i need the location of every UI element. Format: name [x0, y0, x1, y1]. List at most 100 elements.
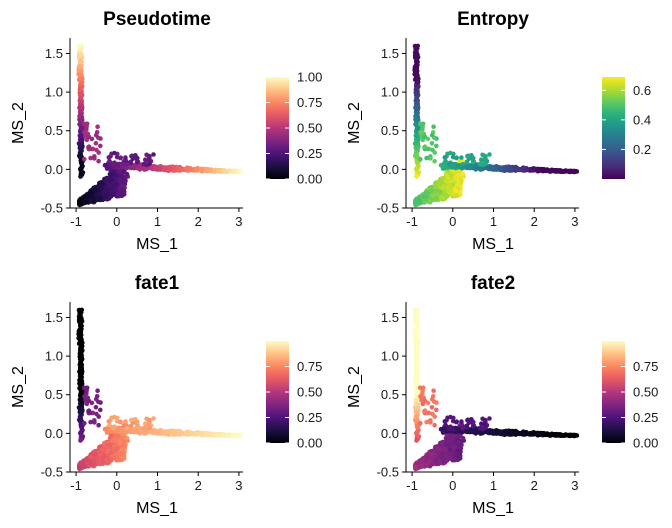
- cell-point: [86, 134, 92, 140]
- cell-point: [112, 150, 117, 156]
- cell-point: [98, 195, 103, 200]
- cell-point: [78, 344, 84, 350]
- cell-point: [115, 163, 121, 168]
- cell-point: [451, 163, 457, 168]
- cell-point: [185, 167, 191, 172]
- cell-point: [78, 438, 83, 443]
- panel-title: fate1: [135, 273, 180, 294]
- cell-point: [96, 150, 101, 155]
- cell-point: [113, 172, 118, 178]
- cell-point: [78, 355, 83, 361]
- cell-point: [438, 189, 443, 195]
- x-tick-label: 0: [113, 214, 120, 229]
- cell-point: [111, 183, 117, 188]
- panel-pseudotime: Pseudotime -0.50.00.51.01.5 -1 0 1 2 3 MS_1 …: [10, 9, 322, 253]
- cell-point: [86, 144, 92, 149]
- cell-point: [96, 158, 101, 164]
- cell-point: [238, 433, 244, 438]
- cell-point: [414, 58, 419, 63]
- cell-point: [97, 184, 102, 190]
- cell-point: [107, 158, 112, 164]
- cell-point: [102, 453, 107, 459]
- cell-point: [414, 153, 419, 158]
- x-tick-label: 2: [195, 478, 202, 493]
- cell-point: [77, 113, 82, 119]
- x-tick-label: 3: [235, 478, 242, 493]
- cell-point: [432, 158, 437, 164]
- cell-point: [445, 174, 451, 180]
- cell-point: [117, 451, 123, 457]
- cell-point: [185, 431, 191, 436]
- cell-point: [568, 168, 574, 174]
- cell-point: [153, 428, 159, 434]
- cell-point: [433, 184, 438, 190]
- x-tick-label: 1: [154, 214, 161, 229]
- color-legend-bar: [602, 77, 625, 179]
- x-tick-label: 1: [490, 214, 497, 229]
- cell-point: [78, 58, 83, 63]
- cell-point: [431, 124, 436, 129]
- legend-tick-label: 0.50: [297, 385, 322, 400]
- cell-point: [422, 134, 428, 140]
- x-tick-label: 0: [449, 214, 456, 229]
- cell-point: [112, 191, 117, 196]
- cell-point: [79, 165, 84, 171]
- cell-point: [434, 143, 439, 149]
- cell-point: [171, 431, 177, 437]
- cell-point: [477, 161, 483, 167]
- cell-point: [115, 169, 121, 174]
- cell-point: [153, 164, 159, 170]
- cell-point: [109, 174, 115, 180]
- cell-point: [414, 71, 420, 77]
- cell-point: [82, 420, 87, 426]
- scatter-points: [76, 307, 244, 472]
- cell-point: [93, 188, 98, 193]
- cell-point: [124, 171, 130, 177]
- cell-point: [80, 199, 86, 205]
- cell-point: [78, 174, 83, 179]
- cell-point: [82, 394, 87, 399]
- cell-point: [443, 179, 449, 184]
- cell-point: [76, 43, 82, 49]
- cell-point: [194, 167, 200, 172]
- cell-point: [198, 167, 204, 173]
- cell-point: [415, 160, 420, 165]
- cell-point: [521, 167, 527, 172]
- cell-point: [434, 195, 439, 200]
- cell-point: [485, 166, 490, 171]
- cell-point: [124, 426, 129, 431]
- cell-point: [93, 452, 98, 457]
- cell-point: [415, 105, 420, 110]
- cell-point: [86, 398, 92, 404]
- cell-point: [162, 165, 167, 170]
- cell-point: [111, 162, 116, 167]
- x-tick-label: 2: [531, 214, 538, 229]
- legend-tick-label: 0.6: [633, 83, 651, 98]
- cell-point: [415, 76, 420, 81]
- cell-point: [98, 143, 103, 149]
- cell-point: [116, 457, 122, 463]
- cell-point: [98, 407, 103, 413]
- cell-point: [418, 156, 423, 162]
- cell-point: [116, 193, 122, 199]
- cell-point: [465, 153, 471, 159]
- legend-tick-label: 1.00: [297, 70, 322, 85]
- cell-point: [559, 168, 564, 174]
- cell-point: [451, 169, 457, 174]
- cell-point: [78, 397, 84, 403]
- cell-point: [84, 385, 90, 391]
- cell-point: [128, 423, 134, 429]
- cell-point: [78, 402, 84, 407]
- cell-point: [232, 168, 238, 174]
- cell-point: [453, 187, 459, 193]
- cell-point: [412, 43, 418, 49]
- cell-point: [415, 165, 420, 171]
- cell-point: [151, 416, 156, 421]
- cell-point: [84, 121, 90, 127]
- cell-point: [135, 155, 140, 161]
- y-tick-label: -0.5: [377, 201, 399, 216]
- cell-point: [223, 168, 228, 174]
- cell-point: [79, 409, 85, 414]
- cell-point: [151, 152, 156, 157]
- cell-point: [574, 169, 580, 174]
